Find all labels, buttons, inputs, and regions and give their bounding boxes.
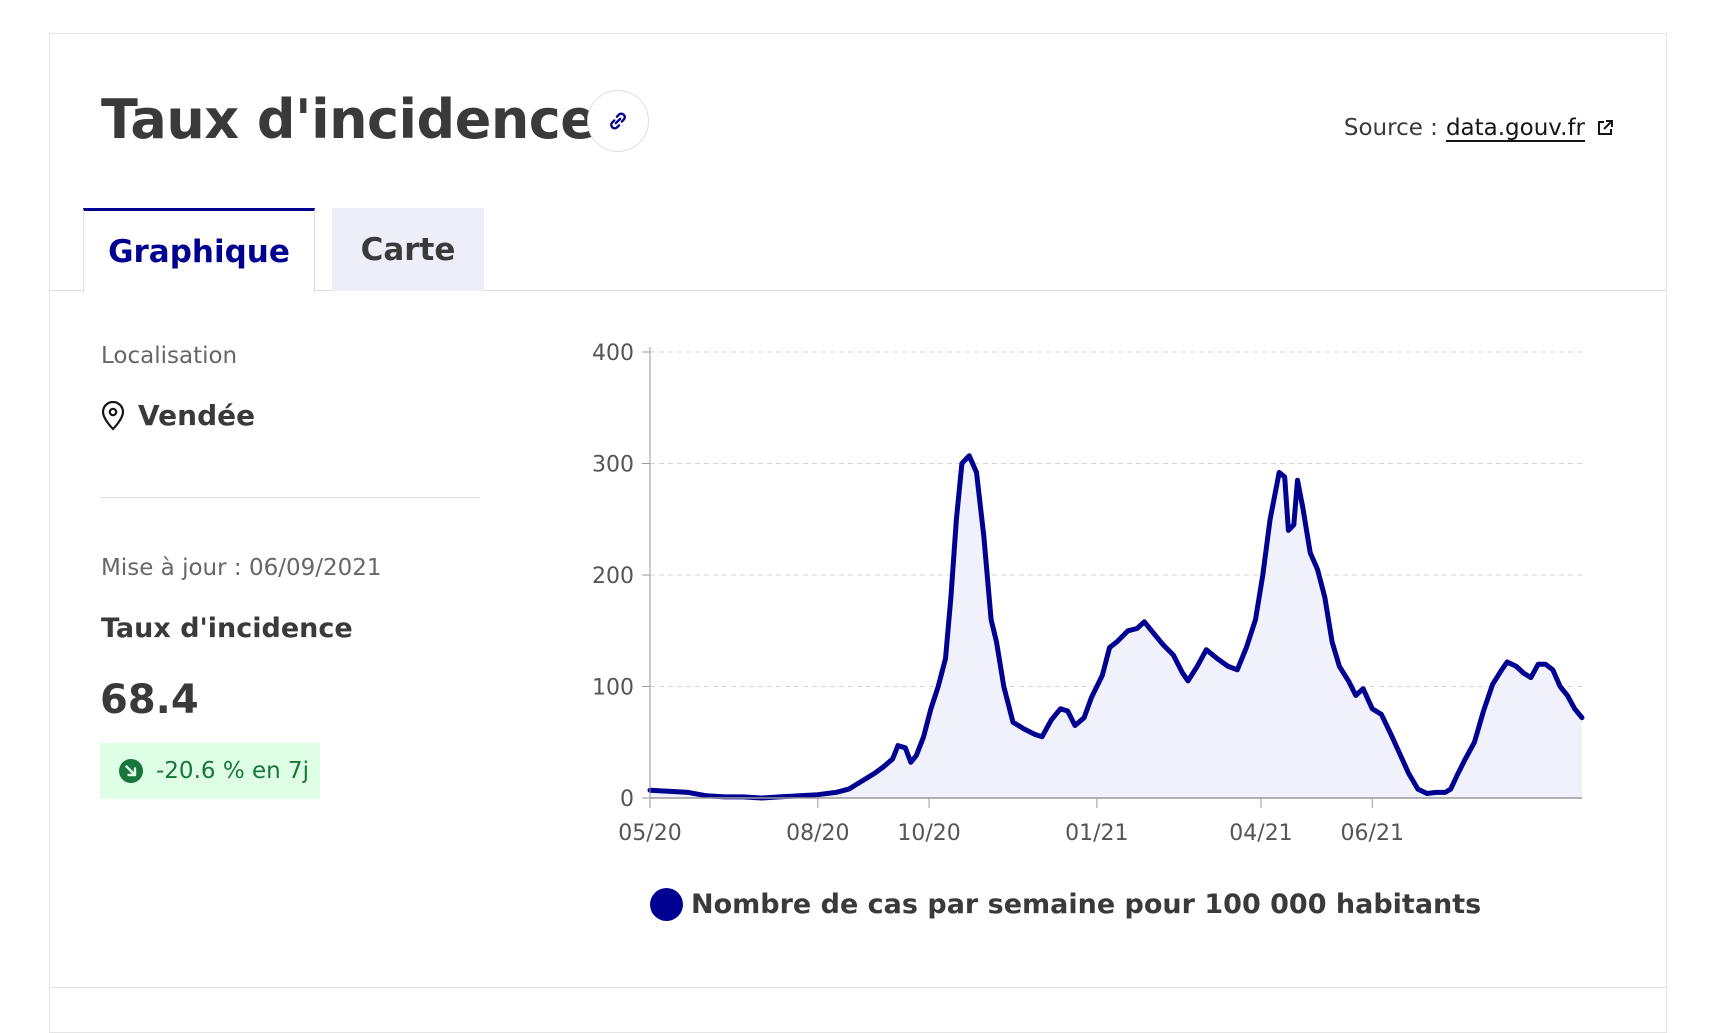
arrow-down-right-icon (118, 758, 144, 784)
external-link-icon[interactable] (1595, 118, 1615, 138)
y-tick-label: 300 (592, 453, 634, 478)
source-link[interactable]: data.gouv.fr (1445, 115, 1585, 141)
incidence-card (49, 33, 1667, 1033)
source-prefix: Source : (1343, 115, 1438, 141)
x-tick-label: 05/20 (618, 821, 681, 846)
x-tick-label: 10/20 (897, 821, 960, 846)
update-date: Mise à jour : 06/09/2021 (101, 555, 382, 581)
link-icon (605, 108, 631, 134)
x-tick-label: 04/21 (1229, 821, 1292, 846)
copy-link-button[interactable] (587, 90, 649, 152)
y-tick-label: 200 (592, 564, 634, 589)
section-divider (50, 987, 1667, 988)
legend-swatch (650, 888, 683, 921)
x-tick-label: 06/21 (1341, 821, 1404, 846)
location-selector[interactable]: Vendée (100, 399, 255, 432)
x-tick-label: 08/20 (786, 821, 849, 846)
sidebar-divider (100, 497, 480, 498)
metric-label: Taux d'incidence (101, 613, 353, 644)
legend-label: Nombre de cas par semaine pour 100 000 h… (691, 889, 1482, 920)
location-pin-icon (100, 400, 126, 431)
incidence-chart: 0 100 200 300 400 05/20 08/20 10/20 01/21 04/21 06… (592, 341, 1585, 846)
page-title: Taux d'incidence (101, 88, 597, 151)
chart-legend: Nombre de cas par semaine pour 100 000 h… (650, 888, 1481, 921)
tabs-divider (50, 290, 1667, 291)
metric-value: 68.4 (100, 677, 199, 723)
change-badge-text: -20.6 % en 7j (156, 758, 310, 784)
tab-graphique[interactable]: Graphique (83, 208, 315, 292)
x-tick-label: 01/21 (1065, 821, 1128, 846)
location-label: Localisation (101, 343, 238, 369)
tab-carte[interactable]: Carte (332, 208, 484, 291)
y-tick-label: 100 (592, 676, 634, 701)
change-badge: -20.6 % en 7j (100, 743, 320, 799)
y-tick-label: 0 (620, 787, 634, 812)
series-area (650, 455, 1582, 798)
y-tick-label: 400 (592, 341, 634, 366)
series-line (647, 453, 1585, 801)
source-attribution: Source : data.gouv.fr (1344, 115, 1615, 141)
location-value: Vendée (138, 399, 256, 432)
